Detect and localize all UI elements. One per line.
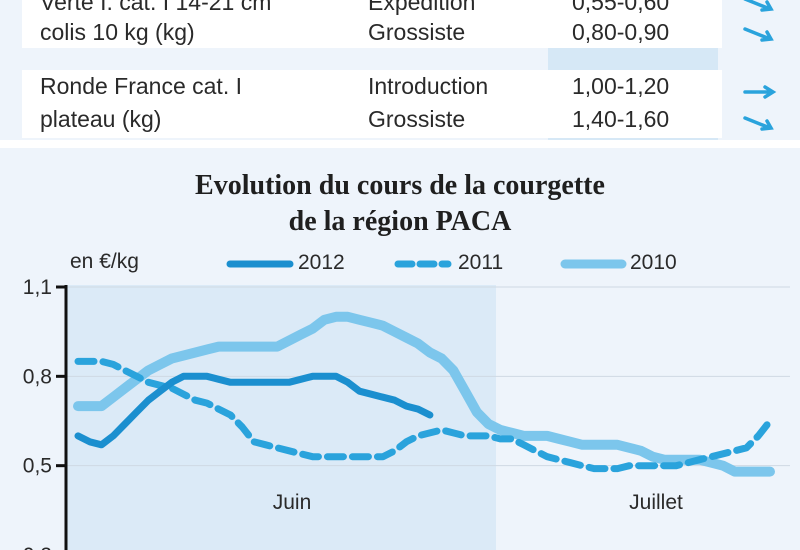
- price-table: Verte I. cat. I 14-21 cm colis 10 kg (kg…: [0, 0, 800, 140]
- price-range: 0,55-0,60: [572, 0, 670, 15]
- y-tick-label: 1,1: [23, 276, 52, 299]
- x-label-juin: Juin: [273, 491, 312, 514]
- y-axis-unit: en €/kg: [70, 250, 139, 273]
- trend-down-icon: [743, 0, 774, 12]
- product-name-line2: colis 10 kg (kg): [40, 19, 195, 45]
- market-stage: Grossiste: [368, 19, 466, 45]
- trend-down-icon: [743, 116, 774, 131]
- price-range: 1,40-1,60: [572, 106, 670, 132]
- product-name-line1: Verte I. cat. I 14-21 cm: [40, 0, 272, 15]
- price-range: 0,80-0,90: [572, 19, 670, 45]
- price-range: 1,00-1,20: [572, 73, 670, 99]
- legend-label-2010: 2010: [630, 251, 677, 274]
- chart-title-line2: de la région PACA: [288, 206, 512, 237]
- market-stage: Introduction: [368, 73, 489, 99]
- y-tick-label: 0,5: [23, 455, 52, 478]
- table-row: Ronde France cat. I plateau (kg) Introdu…: [22, 70, 722, 138]
- series-line-2010: [73, 311, 775, 477]
- x-label-juillet: Juillet: [629, 491, 683, 514]
- y-tick-label: 0,8: [23, 365, 52, 388]
- series-line-2011: [74, 357, 774, 473]
- trend-down-icon: [743, 27, 774, 42]
- legend-label-2011: 2011: [458, 251, 504, 274]
- market-stage: Grossiste: [368, 106, 466, 132]
- chart-title-line1: Evolution du cours de la courgette: [195, 170, 605, 201]
- trend-flat-icon: [743, 85, 777, 99]
- y-tick-label: 0,2: [23, 544, 52, 550]
- market-stage: Expédition: [368, 0, 476, 15]
- table-row: Verte I. cat. I 14-21 cm colis 10 kg (kg…: [22, 0, 722, 48]
- legend-label-2012: 2012: [298, 251, 345, 274]
- series-line-2012: [74, 372, 434, 449]
- product-name-line1: Ronde France cat. I: [40, 73, 242, 99]
- product-name-line2: plateau (kg): [40, 106, 162, 132]
- juin-band: [66, 285, 496, 550]
